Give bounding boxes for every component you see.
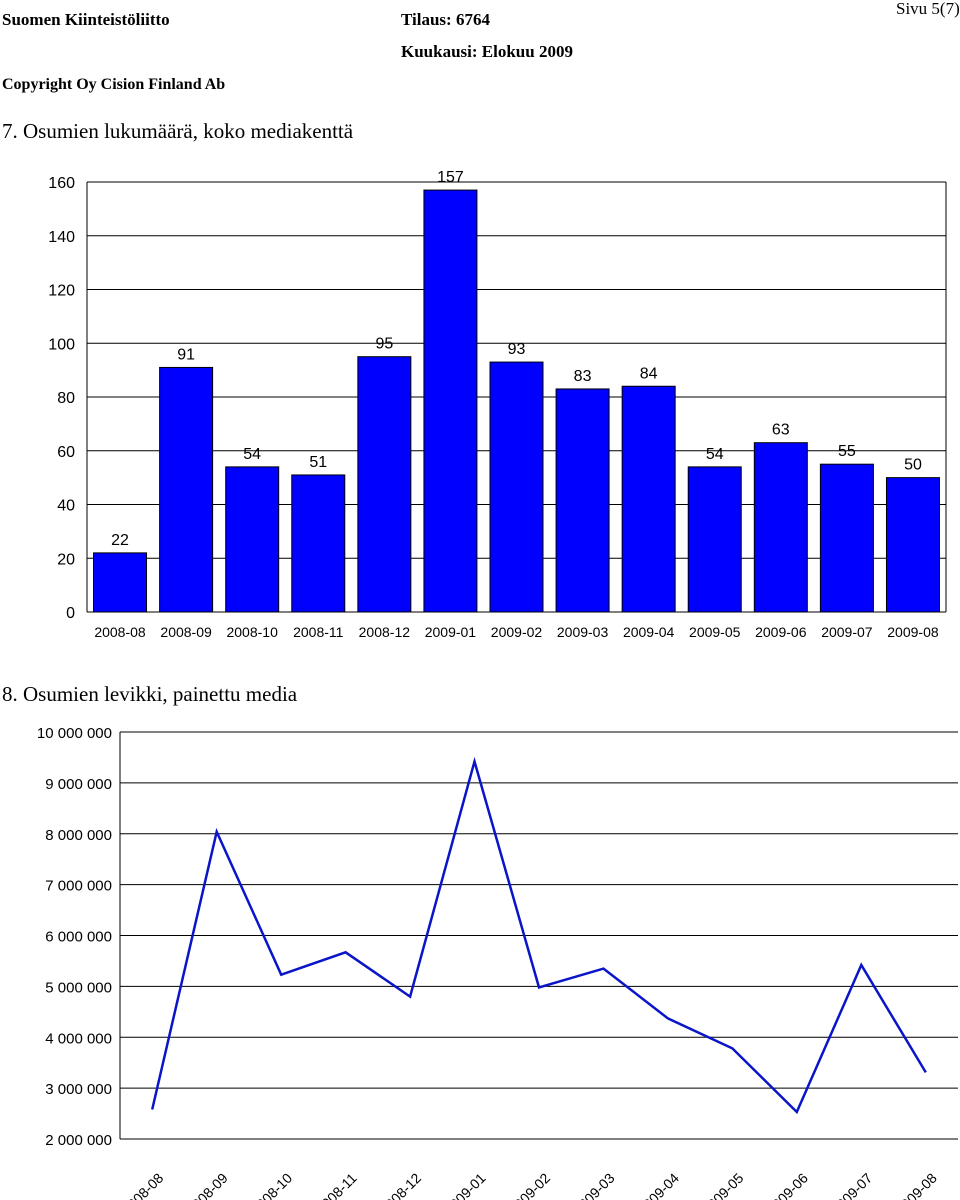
bar-data-label: 22 [111, 532, 129, 549]
line-x-tick-label: 2008-11 [313, 1170, 360, 1200]
bar-data-label: 83 [574, 368, 592, 385]
bar [357, 356, 412, 613]
bar-y-tick-label: 60 [57, 444, 75, 461]
line-y-tick-label: 4 000 000 [45, 1030, 112, 1047]
line-y-tick-label: 9 000 000 [45, 776, 112, 793]
bar-y-tick-label: 160 [48, 175, 75, 192]
bar [225, 466, 280, 613]
line-y-tick-label: 5 000 000 [45, 979, 112, 996]
line-x-tick-label: 2009-03 [570, 1170, 618, 1200]
line-y-tick-label: 10 000 000 [37, 725, 112, 742]
bar-x-tick-label: 2009-07 [821, 624, 873, 640]
bar [291, 474, 346, 613]
line-x-tick-label: 2009-05 [699, 1170, 747, 1200]
bar-y-tick-label: 80 [57, 390, 75, 407]
line-y-tick-label: 7 000 000 [45, 878, 112, 895]
bar [621, 385, 676, 613]
bar [753, 442, 808, 613]
bar-x-tick-label: 2008-11 [293, 624, 344, 640]
bar-data-label: 93 [508, 341, 526, 358]
line-x-tick-label: 2009-08 [892, 1170, 940, 1200]
bar-y-tick-label: 120 [48, 283, 75, 300]
bar [93, 552, 148, 613]
line-y-tick-label: 3 000 000 [45, 1081, 112, 1098]
bar-data-label: 157 [437, 169, 464, 186]
bar-y-tick-label: 20 [57, 551, 75, 568]
bar-data-label: 50 [904, 457, 922, 474]
line-x-tick-label: 2009-07 [828, 1170, 876, 1200]
line-x-tick-label: 2009-02 [505, 1170, 553, 1200]
line-x-tick-label: 2008-10 [248, 1170, 296, 1200]
bar-data-label: 55 [838, 443, 856, 460]
bar-data-label: 63 [772, 422, 790, 439]
bar-y-tick-label: 0 [66, 605, 75, 622]
bar-y-tick-label: 140 [48, 229, 75, 246]
bar [819, 463, 874, 613]
line-x-tick-label: 2009-04 [634, 1170, 682, 1200]
copyright-text: Copyright Oy Cision Finland Ab [2, 76, 226, 93]
bar-x-tick-label: 2009-04 [623, 624, 675, 640]
hits-chart-title: 7. Osumien lukumäärä, koko mediakenttä [2, 119, 354, 143]
bar-data-label: 54 [243, 446, 261, 463]
line-series [150, 756, 927, 1115]
bar-data-label: 84 [640, 365, 658, 382]
line-y-tick-label: 8 000 000 [45, 827, 112, 844]
line-y-tick-label: 6 000 000 [45, 929, 112, 946]
hits-bar-chart: 0 20 40 60 80 100 120 140 160 22 2008-08 91 2008-09 5… [48, 169, 947, 640]
bar-x-tick-label: 2009-06 [755, 624, 807, 640]
line-x-tick-label: 2008-09 [183, 1170, 231, 1200]
page-indicator: Sivu 5(7) [896, 0, 960, 18]
bar [159, 366, 214, 613]
order-number: Tilaus: 6764 [401, 10, 490, 29]
circulation-chart-title: 8. Osumien levikki, painettu media [2, 682, 298, 706]
line-y-tick-label: 2 000 000 [45, 1132, 112, 1149]
bar-data-label: 91 [177, 346, 195, 363]
bar-y-tick-label: 100 [48, 336, 75, 353]
company-name: Suomen Kiinteistöliitto [2, 10, 170, 29]
bar-x-tick-label: 2008-10 [226, 624, 278, 640]
bar-data-label: 51 [309, 454, 327, 471]
bar-x-tick-label: 2009-03 [557, 624, 609, 640]
line-x-tick-label: 2009-06 [763, 1170, 811, 1200]
bar-x-tick-label: 2008-12 [359, 624, 411, 640]
line-x-tick-label: 2008-12 [377, 1170, 425, 1200]
bar-x-tick-label: 2008-09 [160, 624, 212, 640]
bar-data-label: 54 [706, 446, 724, 463]
line-x-tick-label: 2009-01 [441, 1170, 489, 1200]
bar-x-tick-label: 2009-08 [887, 624, 939, 640]
circulation-line-chart: 2 000 000 3 000 000 4 000 000 5 000 000 6 00… [37, 725, 958, 1200]
bar-data-label: 95 [375, 336, 393, 353]
bar-y-tick-label: 40 [57, 498, 75, 515]
bar [489, 361, 544, 613]
bar [423, 189, 478, 613]
bar-x-tick-label: 2009-05 [689, 624, 741, 640]
bar-x-tick-label: 2009-02 [491, 624, 543, 640]
bar-x-tick-label: 2008-08 [94, 624, 146, 640]
month-label: Kuukausi: Elokuu 2009 [401, 42, 573, 61]
bar [885, 477, 940, 613]
bar-x-tick-label: 2009-01 [425, 624, 477, 640]
bar [555, 388, 610, 613]
line-x-tick-label: 2008-08 [119, 1170, 167, 1200]
bar [687, 466, 742, 613]
